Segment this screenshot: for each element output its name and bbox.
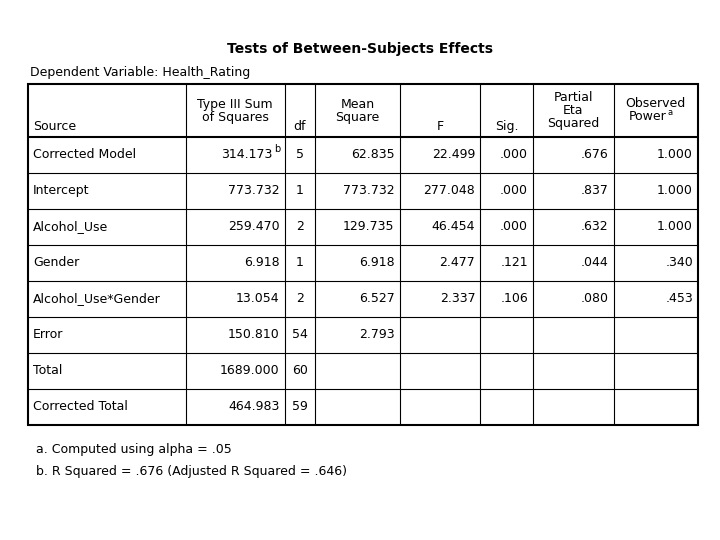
Text: a: a [667,108,672,117]
Text: 773.732: 773.732 [343,184,395,198]
Text: a. Computed using alpha = .05: a. Computed using alpha = .05 [36,443,232,456]
Text: Source: Source [33,120,76,133]
Text: F: F [436,120,444,133]
Text: Squared: Squared [547,117,600,130]
Text: 1: 1 [296,256,304,269]
Text: .837: .837 [581,184,608,198]
Text: of Squares: of Squares [202,111,269,124]
Text: Sig.: Sig. [495,120,518,133]
Text: b: b [274,144,281,154]
Text: Dependent Variable: Health_Rating: Dependent Variable: Health_Rating [30,66,251,79]
Text: 2.337: 2.337 [440,293,475,306]
Text: Partial: Partial [554,91,593,104]
Text: 2.477: 2.477 [439,256,475,269]
Text: Alcohol_Use*Gender: Alcohol_Use*Gender [33,293,161,306]
Text: .000: .000 [500,220,528,233]
Text: 464.983: 464.983 [228,401,279,414]
Text: 6.918: 6.918 [359,256,395,269]
Text: 1689.000: 1689.000 [220,364,279,377]
Text: .080: .080 [581,293,608,306]
Text: .044: .044 [581,256,608,269]
Text: .340: .340 [665,256,693,269]
Text: .676: .676 [581,148,608,161]
Text: 2: 2 [296,293,304,306]
Text: 62.835: 62.835 [351,148,395,161]
Text: Corrected Model: Corrected Model [33,148,136,161]
Text: Error: Error [33,328,63,341]
Text: 277.048: 277.048 [423,184,475,198]
Text: 129.735: 129.735 [343,220,395,233]
Text: .000: .000 [500,148,528,161]
Text: Corrected Total: Corrected Total [33,401,128,414]
Text: 22.499: 22.499 [432,148,475,161]
Text: Intercept: Intercept [33,184,89,198]
Text: .453: .453 [665,293,693,306]
Text: b. R Squared = .676 (Adjusted R Squared = .646): b. R Squared = .676 (Adjusted R Squared … [36,465,347,478]
Text: 2: 2 [296,220,304,233]
Text: 1.000: 1.000 [657,184,693,198]
Text: 2.793: 2.793 [359,328,395,341]
Text: df: df [294,120,306,133]
Text: Mean: Mean [341,98,374,111]
Text: 54: 54 [292,328,308,341]
Text: Power: Power [629,110,667,123]
Text: 1.000: 1.000 [657,220,693,233]
Text: 773.732: 773.732 [228,184,279,198]
Text: Tests of Between-Subjects Effects: Tests of Between-Subjects Effects [227,42,493,56]
Text: 60: 60 [292,364,308,377]
Text: .632: .632 [581,220,608,233]
Text: .000: .000 [500,184,528,198]
Text: Gender: Gender [33,256,79,269]
Text: 1.000: 1.000 [657,148,693,161]
Text: 6.527: 6.527 [359,293,395,306]
Text: 5: 5 [296,148,304,161]
Text: 314.173: 314.173 [221,148,273,161]
Text: .121: .121 [500,256,528,269]
Text: 6.918: 6.918 [244,256,279,269]
Text: .106: .106 [500,293,528,306]
Text: Observed: Observed [626,97,686,110]
Text: 259.470: 259.470 [228,220,279,233]
Text: 150.810: 150.810 [228,328,279,341]
Text: Type III Sum: Type III Sum [197,98,273,111]
Text: 1: 1 [296,184,304,198]
Text: 46.454: 46.454 [432,220,475,233]
Text: Total: Total [33,364,63,377]
Text: Alcohol_Use: Alcohol_Use [33,220,108,233]
Bar [28,84,698,425]
Text: 13.054: 13.054 [236,293,279,306]
Text: 59: 59 [292,401,308,414]
Text: Eta: Eta [563,104,584,117]
Text: Square: Square [336,111,379,124]
